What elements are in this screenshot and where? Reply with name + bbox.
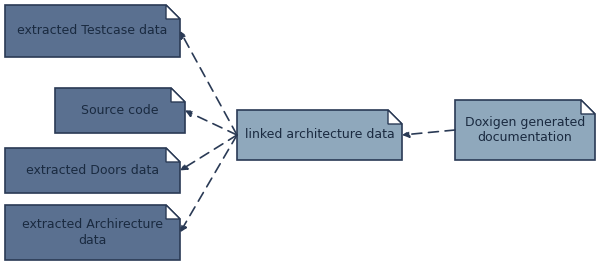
Polygon shape (166, 205, 180, 219)
Polygon shape (166, 5, 180, 19)
Polygon shape (237, 110, 402, 160)
Text: Source code: Source code (81, 104, 159, 117)
Text: Doxigen generated
documentation: Doxigen generated documentation (465, 116, 585, 144)
Polygon shape (171, 88, 185, 102)
Polygon shape (5, 205, 180, 260)
Polygon shape (5, 148, 180, 193)
Polygon shape (581, 100, 595, 114)
Polygon shape (166, 148, 180, 162)
Text: extracted Doors data: extracted Doors data (26, 164, 159, 177)
Polygon shape (5, 5, 180, 57)
Text: linked architecture data: linked architecture data (245, 128, 395, 142)
Text: extracted Archirecture
data: extracted Archirecture data (22, 219, 163, 246)
Polygon shape (55, 88, 185, 133)
Text: extracted Testcase data: extracted Testcase data (18, 24, 168, 37)
Polygon shape (388, 110, 402, 124)
Polygon shape (455, 100, 595, 160)
